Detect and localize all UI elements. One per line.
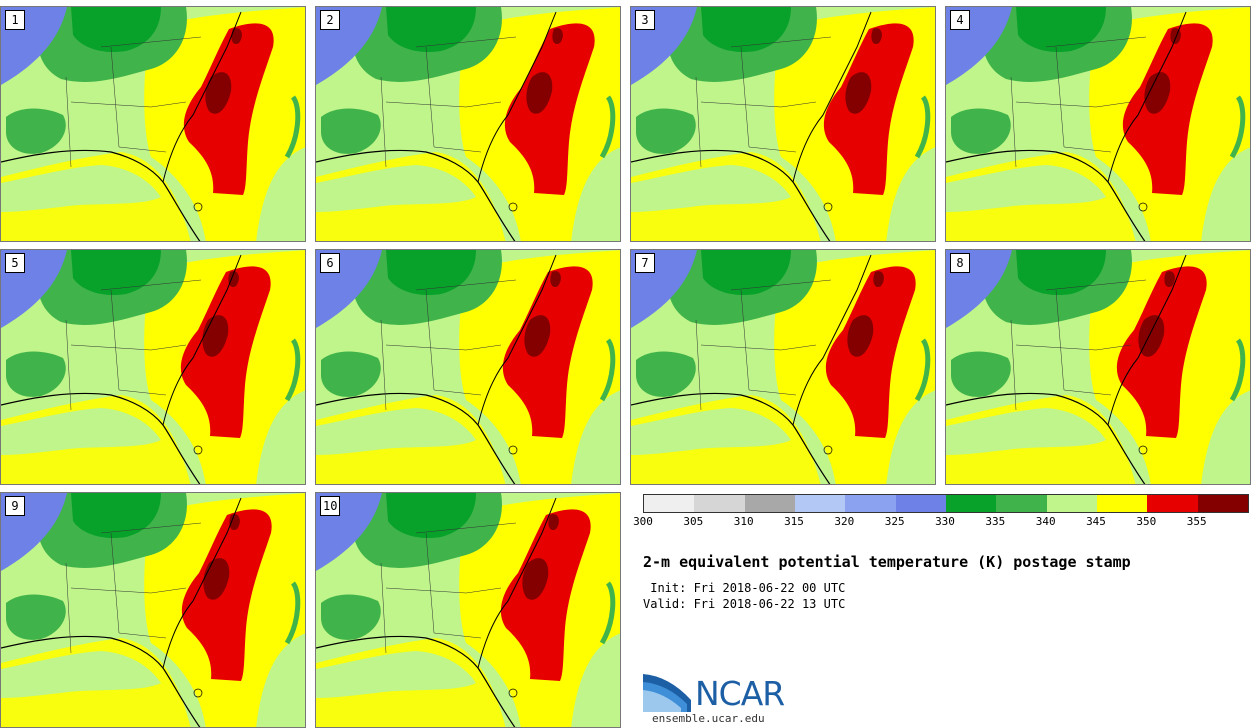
member-number-label: 7 [635, 253, 655, 273]
ensemble-member-map: 4 [945, 6, 1251, 242]
ncar-logo-icon [643, 674, 691, 712]
colorbar-segment [644, 495, 695, 512]
ensemble-member-map: 10 [315, 492, 621, 728]
colorbar-segment [895, 495, 946, 512]
ensemble-member-map: 1 [0, 6, 306, 242]
colorbar-tick: 310 [733, 515, 754, 528]
colorbar-segment [794, 495, 846, 512]
member-number-label: 8 [950, 253, 970, 273]
colorbar-segment [1197, 495, 1248, 512]
colorbar-segment [744, 495, 795, 512]
colorbar-segment [996, 495, 1047, 512]
colorbar-tick: 305 [683, 515, 704, 528]
colorbar-segment [694, 495, 745, 512]
colorbar-segment [945, 495, 997, 512]
ensemble-member-map: 8 [945, 249, 1251, 485]
ensemble-member-map: 3 [630, 6, 936, 242]
colorbar-tick: 350 [1136, 515, 1157, 528]
colorbar-segment [845, 495, 896, 512]
map-title: 2-m equivalent potential temperature (K)… [643, 553, 1131, 571]
colorbar-tick-labels: 300 305 310 315 320 325 330 335 340 345 350 355 [633, 515, 1260, 529]
colorbar-tick: 320 [834, 515, 855, 528]
colorbar-tick: 325 [884, 515, 905, 528]
member-number-label: 5 [5, 253, 25, 273]
member-number-label: 10 [320, 496, 341, 516]
ensemble-member-map: 5 [0, 249, 306, 485]
valid-time: Valid: Fri 2018-06-22 13 UTC [643, 597, 846, 611]
colorbar-tick: 355 [1186, 515, 1207, 528]
logo-brand: NCAR [695, 674, 785, 713]
member-number-label: 1 [5, 10, 25, 30]
init-time: Init: Fri 2018-06-22 00 UTC [643, 581, 846, 595]
member-number-label: 3 [635, 10, 655, 30]
member-number-label: 9 [5, 496, 25, 516]
colorbar [643, 494, 1249, 513]
colorbar-tick: 340 [1035, 515, 1056, 528]
colorbar-tick: 300 [633, 515, 653, 528]
logo-url: ensemble.ucar.edu [652, 712, 765, 725]
member-number-label: 2 [320, 10, 340, 30]
colorbar-tick: 335 [985, 515, 1006, 528]
ensemble-member-map: 9 [0, 492, 306, 728]
colorbar-tick: 345 [1086, 515, 1106, 528]
colorbar-tick: 315 [784, 515, 804, 528]
member-number-label: 6 [320, 253, 340, 273]
colorbar-segment [1096, 495, 1148, 512]
member-number-label: 4 [950, 10, 970, 30]
colorbar-tick: 330 [935, 515, 955, 528]
colorbar-segment [1046, 495, 1097, 512]
colorbar-segment [1147, 495, 1198, 512]
ensemble-member-map: 2 [315, 6, 621, 242]
ensemble-member-map: 6 [315, 249, 621, 485]
ensemble-member-map: 7 [630, 249, 936, 485]
